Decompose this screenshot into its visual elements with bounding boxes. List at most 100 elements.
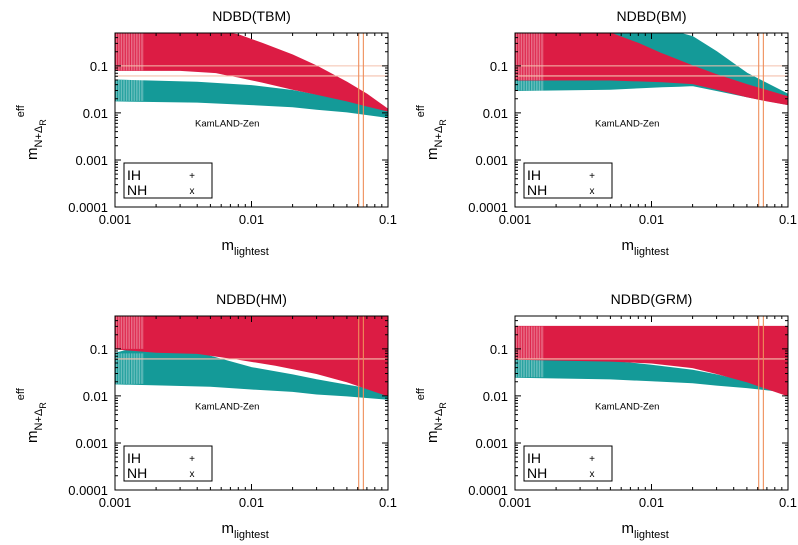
legend: IH + NH x [123, 162, 213, 199]
y-axis-label: mN+ΔReff [15, 387, 48, 443]
band-ih [115, 338, 388, 400]
y-label-subsub: R [438, 119, 448, 126]
annotation-kamland-zen: KamLAND-Zen [595, 401, 659, 412]
legend-label-nh: NH [127, 182, 147, 198]
band-nh [115, 33, 388, 112]
legend-label-nh: NH [127, 465, 147, 481]
legend-marker-ih: + [589, 454, 595, 465]
x-axis-label: mlightest [222, 520, 269, 541]
y-label-main: m [424, 431, 441, 444]
series-ih [115, 338, 388, 400]
y-tick-label: 0.001 [475, 436, 508, 451]
legend-box [523, 162, 613, 199]
band-nh [115, 316, 388, 397]
legend-marker-nh: x [190, 186, 195, 197]
axis-ticks [514, 315, 789, 491]
y-label-sup: eff [415, 387, 427, 400]
x-label-sub: lightest [234, 529, 269, 541]
series-nh [115, 316, 388, 397]
x-tick-label: 0.01 [639, 495, 664, 510]
x-axis-label: mlightest [222, 237, 269, 258]
scatter-texture [115, 316, 144, 349]
x-axis-label: mlightest [622, 520, 669, 541]
y-label-sup: eff [15, 104, 27, 117]
band-ih [515, 358, 788, 393]
chart-title: NDBD(HM) [216, 291, 287, 307]
y-tick-label: 0.01 [83, 106, 108, 121]
series-ih [515, 358, 788, 393]
x-label-sub: lightest [234, 246, 269, 258]
x-tick-label: 0.01 [239, 495, 264, 510]
y-tick-label: 0.0001 [468, 200, 508, 215]
tick-marks [514, 315, 789, 491]
y-tick-label: 0.0001 [68, 483, 108, 498]
x-tick-label: 0.001 [99, 212, 132, 227]
y-tick-label: 0.0001 [468, 483, 508, 498]
y-label-main: m [24, 148, 41, 161]
x-tick-label: 0.1 [779, 495, 797, 510]
svg-text:mN+ΔReff: mN+ΔReff [15, 104, 48, 160]
tick-marks [114, 315, 389, 491]
legend-label-ih: IH [127, 450, 141, 466]
axis-ticks [514, 32, 789, 208]
y-tick-label: 0.01 [83, 389, 108, 404]
tick-marks [114, 32, 389, 208]
annotation-kamland-zen: KamLAND-Zen [195, 401, 259, 412]
x-tick-label: 0.001 [99, 495, 132, 510]
legend: IH + NH x [523, 162, 613, 199]
plot-area [515, 316, 788, 490]
y-label-sub: N+Δ [33, 408, 45, 430]
scatter-texture [515, 359, 544, 378]
chart-title: NDBD(GRM) [611, 291, 693, 307]
y-tick-label: 0.001 [475, 153, 508, 168]
y-label-subsub: R [38, 119, 48, 126]
y-label-sup: eff [415, 104, 427, 117]
chart-panel-3: 0.001 0.01 0.10.00010.0010.010.1NDBD(HM)ml… [15, 291, 397, 541]
x-label-sub: lightest [634, 246, 669, 258]
x-tick-label: 0.1 [379, 212, 397, 227]
legend-marker-nh: x [590, 469, 595, 480]
x-tick-label: 0.1 [379, 495, 397, 510]
y-tick-label: 0.1 [90, 59, 108, 74]
y-axis-label: mN+ΔReff [415, 104, 448, 160]
y-axis-label: mN+ΔReff [415, 387, 448, 443]
chart-title: NDBD(TBM) [212, 8, 291, 24]
band-nh [515, 33, 788, 106]
plot-area [115, 33, 388, 207]
plot-area [515, 33, 788, 207]
legend: IH + NH x [123, 445, 213, 482]
x-tick-label: 0.001 [499, 495, 532, 510]
y-tick-label: 0.001 [75, 153, 108, 168]
chart-title: NDBD(BM) [617, 8, 687, 24]
axis-ticks [114, 315, 389, 491]
x-tick-label: 0.01 [239, 212, 264, 227]
legend-marker-ih: + [189, 454, 195, 465]
scatter-texture [115, 80, 144, 101]
y-label-subsub: R [438, 402, 448, 409]
scatter-texture [515, 33, 544, 80]
y-label-sub: N+Δ [33, 125, 45, 147]
x-label-main: m [222, 520, 235, 537]
legend-label-ih: IH [127, 167, 141, 183]
x-label-main: m [622, 520, 635, 537]
legend-marker-nh: x [190, 469, 195, 480]
band-nh [515, 325, 788, 397]
legend-box [123, 445, 213, 482]
y-tick-label: 0.01 [483, 106, 508, 121]
y-label-sub: N+Δ [433, 408, 445, 430]
series-nh [515, 325, 788, 397]
x-tick-label: 0.001 [499, 212, 532, 227]
x-tick-label: 0.01 [639, 212, 664, 227]
x-tick-label: 0.1 [779, 212, 797, 227]
y-label-sub: N+Δ [433, 125, 445, 147]
y-label-main: m [24, 431, 41, 444]
x-label-main: m [622, 237, 635, 254]
chart-panel-4: 0.001 0.01 0.10.00010.0010.010.1NDBD(GRM)m… [415, 291, 797, 541]
band-ih [115, 79, 388, 119]
legend-label-nh: NH [527, 465, 547, 481]
series-nh [115, 33, 388, 112]
legend-marker-ih: + [589, 171, 595, 182]
legend-marker-nh: x [590, 186, 595, 197]
y-label-subsub: R [38, 402, 48, 409]
